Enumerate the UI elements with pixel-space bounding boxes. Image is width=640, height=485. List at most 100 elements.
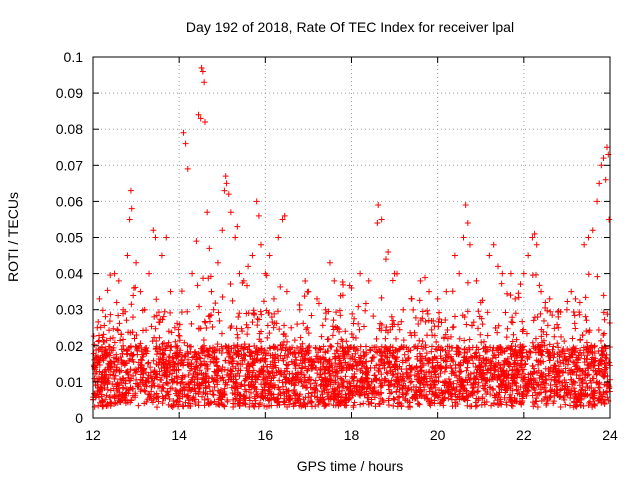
data-point — [507, 346, 514, 353]
data-point — [534, 341, 541, 348]
data-point — [563, 379, 570, 386]
data-point — [519, 397, 526, 404]
data-point — [357, 401, 364, 408]
data-point — [132, 284, 139, 291]
data-point — [340, 344, 347, 351]
data-point — [544, 398, 551, 405]
data-point — [357, 352, 364, 359]
data-point — [199, 68, 206, 75]
data-point — [416, 374, 423, 381]
data-point — [370, 313, 377, 320]
data-point — [243, 364, 250, 371]
data-point — [198, 370, 205, 377]
data-point — [349, 355, 356, 362]
data-point — [198, 345, 205, 352]
data-point — [363, 358, 370, 365]
data-point — [258, 311, 265, 318]
data-point — [399, 389, 406, 396]
data-point — [546, 394, 553, 401]
data-point — [222, 357, 229, 364]
data-point — [122, 397, 129, 404]
data-point — [554, 321, 561, 328]
data-point — [110, 368, 117, 375]
data-point — [442, 364, 449, 371]
data-point — [465, 344, 472, 351]
data-point — [381, 365, 388, 372]
data-point — [377, 357, 384, 364]
data-point — [507, 292, 514, 299]
data-point — [343, 338, 350, 345]
data-point — [326, 358, 333, 365]
data-point — [473, 344, 480, 351]
data-point — [125, 390, 132, 397]
data-point — [337, 343, 344, 350]
data-point — [427, 383, 434, 390]
data-point — [554, 340, 561, 347]
data-point — [263, 363, 270, 370]
data-point — [589, 403, 596, 410]
data-point — [483, 377, 490, 384]
data-point — [556, 349, 563, 356]
data-point — [445, 376, 452, 383]
data-point — [448, 370, 455, 377]
data-point — [253, 388, 260, 395]
data-point — [602, 176, 609, 183]
data-point — [115, 312, 122, 319]
data-point — [312, 403, 319, 410]
data-point — [234, 331, 241, 338]
data-point — [514, 398, 521, 405]
data-point — [205, 379, 212, 386]
data-point — [181, 384, 188, 391]
data-point — [339, 382, 346, 389]
data-point — [334, 348, 341, 355]
data-point — [410, 306, 417, 313]
data-point — [450, 323, 457, 330]
data-point — [280, 373, 287, 380]
data-point — [215, 387, 222, 394]
data-point — [579, 379, 586, 386]
data-point — [355, 320, 362, 327]
data-point — [393, 335, 400, 342]
data-point — [583, 328, 590, 335]
data-point — [227, 280, 234, 287]
data-point — [331, 277, 338, 284]
data-point — [301, 293, 308, 300]
data-point — [529, 234, 536, 241]
data-point — [209, 324, 216, 331]
data-point — [107, 387, 114, 394]
x-tick-label: 24 — [602, 427, 618, 443]
data-point — [417, 379, 424, 386]
data-point — [322, 315, 329, 322]
data-point — [389, 277, 396, 284]
data-point — [347, 344, 354, 351]
data-point — [405, 346, 412, 353]
data-point — [364, 378, 371, 385]
data-point — [497, 398, 504, 405]
data-point — [158, 377, 165, 384]
data-point — [329, 332, 336, 339]
data-point — [508, 318, 515, 325]
data-point — [568, 288, 575, 295]
data-point — [232, 234, 239, 241]
data-point — [90, 363, 97, 370]
data-point — [274, 402, 281, 409]
data-point — [484, 346, 491, 353]
data-point — [326, 370, 333, 377]
data-point — [373, 377, 380, 384]
data-point — [542, 304, 549, 311]
data-point — [174, 352, 181, 359]
data-point — [304, 324, 311, 331]
data-point — [421, 371, 428, 378]
data-point — [267, 361, 274, 368]
data-point — [281, 212, 288, 219]
data-point — [514, 390, 521, 397]
data-point — [221, 385, 228, 392]
data-point — [549, 368, 556, 375]
data-point — [202, 319, 209, 326]
data-point — [302, 355, 309, 362]
data-point — [459, 378, 466, 385]
data-point — [492, 360, 499, 367]
data-point — [550, 354, 557, 361]
data-point — [382, 335, 389, 342]
data-point — [245, 263, 252, 270]
